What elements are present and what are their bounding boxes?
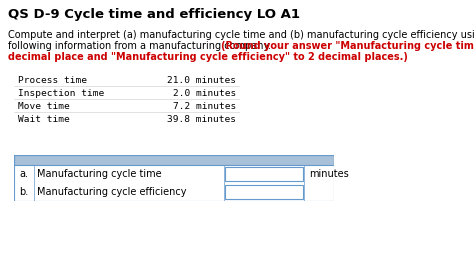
Text: following information from a manufacturing company.: following information from a manufacturi… (8, 41, 274, 51)
Text: Manufacturing cycle efficiency: Manufacturing cycle efficiency (37, 187, 186, 197)
Bar (225, 185, 303, 199)
Bar (225, 167, 303, 181)
Text: 2.0 minutes: 2.0 minutes (173, 89, 236, 98)
Bar (14, 155, 334, 165)
Text: Manufacturing cycle time: Manufacturing cycle time (37, 169, 162, 179)
Text: Move time: Move time (18, 102, 70, 111)
Text: decimal place and "Manufacturing cycle efficiency" to 2 decimal places.): decimal place and "Manufacturing cycle e… (8, 52, 408, 62)
Text: Wait time: Wait time (18, 115, 70, 124)
Text: 39.8 minutes: 39.8 minutes (167, 115, 236, 124)
Text: Process time: Process time (18, 76, 87, 85)
Text: (Round your answer "Manufacturing cycle time" to 1: (Round your answer "Manufacturing cycle … (221, 41, 474, 51)
Text: 7.2 minutes: 7.2 minutes (173, 102, 236, 111)
Text: a.: a. (19, 169, 28, 179)
Text: 21.0 minutes: 21.0 minutes (167, 76, 236, 85)
Text: Inspection time: Inspection time (18, 89, 104, 98)
Text: minutes: minutes (309, 169, 349, 179)
Text: Compute and interpret (a) manufacturing cycle time and (b) manufacturing cycle e: Compute and interpret (a) manufacturing … (8, 30, 474, 40)
Text: QS D-9 Cycle time and efficiency LO A1: QS D-9 Cycle time and efficiency LO A1 (8, 8, 300, 21)
Text: b.: b. (19, 187, 28, 197)
